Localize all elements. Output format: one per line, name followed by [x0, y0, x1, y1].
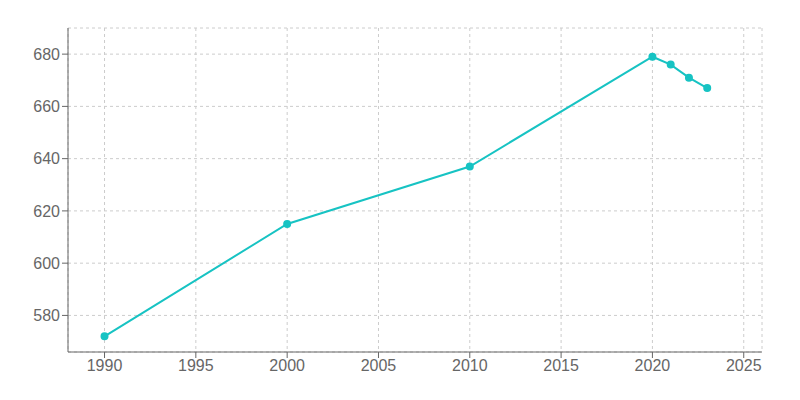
- svg-text:1990: 1990: [87, 357, 123, 374]
- svg-text:2000: 2000: [269, 357, 305, 374]
- svg-text:2005: 2005: [361, 357, 397, 374]
- svg-text:660: 660: [33, 98, 60, 115]
- svg-text:2020: 2020: [635, 357, 671, 374]
- svg-text:580: 580: [33, 307, 60, 324]
- svg-text:1995: 1995: [178, 357, 214, 374]
- svg-text:680: 680: [33, 46, 60, 63]
- svg-text:620: 620: [33, 203, 60, 220]
- svg-text:2025: 2025: [726, 357, 762, 374]
- svg-text:2015: 2015: [543, 357, 579, 374]
- svg-text:2010: 2010: [452, 357, 488, 374]
- svg-text:600: 600: [33, 255, 60, 272]
- svg-text:640: 640: [33, 150, 60, 167]
